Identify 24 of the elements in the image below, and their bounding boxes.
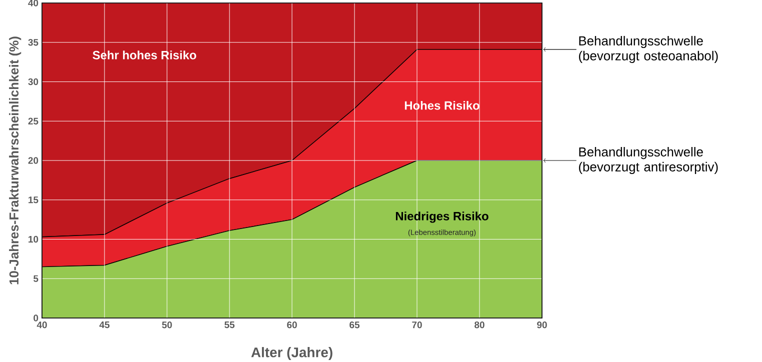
x-tick-label: 90 [537, 322, 547, 328]
series-label: Hohes Risiko [404, 100, 480, 110]
y-tick-label: 40 [28, 0, 38, 6]
y-tick-label: 30 [28, 78, 38, 86]
y-tick-label: 15 [28, 196, 38, 204]
annotation: Behandlungsschwelle (bevorzugt osteoanabol) [578, 36, 718, 63]
y-tick-label: 0 [34, 314, 38, 322]
x-tick-label: 80 [474, 322, 484, 328]
y-tick-label: 20 [28, 157, 38, 164]
x-tick-label: 70 [412, 322, 422, 328]
annotation: Behandlungsschwelle (bevorzugt antiresorptiv) [578, 146, 718, 174]
y-axis-title: 10-Jahres-Frakturwahrscheinlichkeit (%) [9, 36, 22, 284]
y-tick-label: 25 [28, 118, 38, 124]
x-tick-label: 60 [287, 322, 297, 328]
x-tick-label: 65 [350, 322, 360, 328]
x-axis-title: Alter (Jahre) [251, 347, 332, 360]
y-tick-label: 10 [28, 236, 38, 243]
y-tick-label: 5 [34, 275, 38, 282]
series-label: Sehr hohes Risiko [92, 50, 196, 60]
series-label: Niedriges Risiko [396, 212, 488, 223]
x-tick-label: 50 [162, 322, 172, 328]
x-tick-label: 55 [224, 322, 234, 328]
y-tick-label: 35 [28, 39, 38, 46]
x-tick-label: 45 [99, 322, 110, 328]
